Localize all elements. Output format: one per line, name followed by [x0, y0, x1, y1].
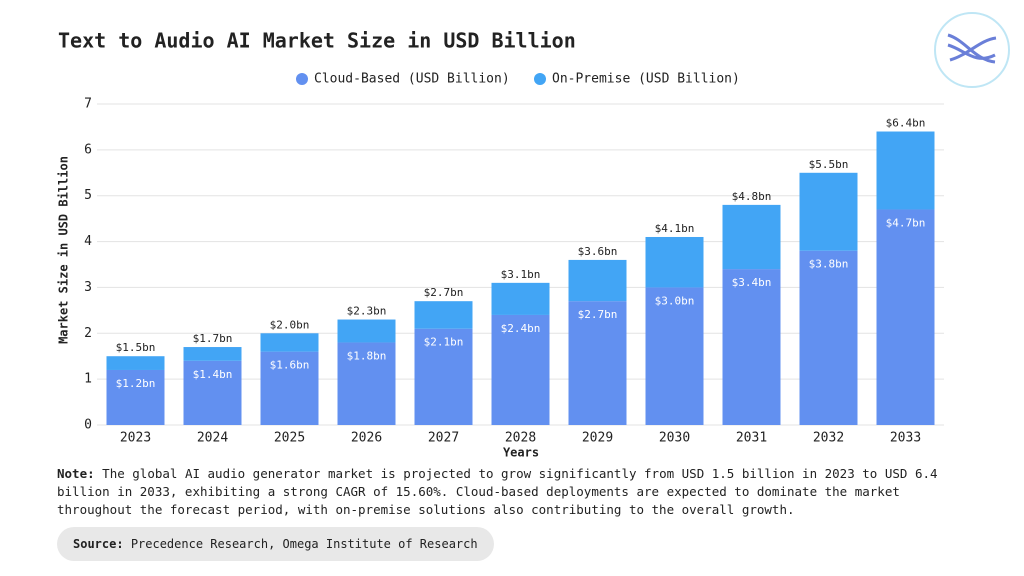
- bar-value-label: $1.2bn: [116, 377, 156, 390]
- bar-segment: [106, 369, 165, 425]
- x-tick-label: 2028: [505, 431, 536, 446]
- bar-value-label: $2.1bn: [424, 336, 464, 349]
- y-tick-label: 0: [84, 418, 92, 433]
- x-tick-label: 2033: [890, 431, 921, 446]
- y-tick-label: 1: [84, 372, 92, 387]
- legend-marker: [296, 73, 308, 85]
- total-label: $6.4bn: [886, 117, 926, 130]
- total-label: $2.0bn: [270, 318, 310, 331]
- bar-value-label: $3.4bn: [732, 276, 772, 289]
- bar-value-label: $3.8bn: [809, 258, 849, 271]
- bar-value-label: $1.6bn: [270, 359, 310, 372]
- bar-segment: [645, 236, 704, 288]
- source: Source: Precedence Research, Omega Insti…: [57, 527, 494, 561]
- legend-label: On-Premise (USD Billion): [552, 72, 740, 87]
- total-label: $4.8bn: [732, 190, 772, 203]
- bar-segment: [337, 319, 396, 343]
- bar-segment: [106, 356, 165, 370]
- x-tick-label: 2026: [351, 431, 382, 446]
- bar-segment: [337, 342, 396, 425]
- y-tick-label: 2: [84, 326, 92, 341]
- bar-segment: [722, 204, 781, 270]
- note-text: The global AI audio generator market is …: [57, 466, 938, 517]
- y-tick-label: 7: [84, 97, 92, 112]
- bar-value-label: $1.8bn: [347, 349, 387, 362]
- x-axis-title: Years: [503, 446, 539, 460]
- total-label: $3.1bn: [501, 268, 541, 281]
- bar-segment: [876, 209, 935, 425]
- logo: [934, 12, 1010, 88]
- bar-segment: [568, 301, 627, 425]
- x-tick-label: 2024: [197, 431, 228, 446]
- bar-segment: [722, 269, 781, 425]
- bar-segment: [568, 259, 627, 302]
- bar-segment: [183, 360, 242, 425]
- bar-segment: [876, 131, 935, 210]
- bar-segment: [645, 287, 704, 425]
- bar-segment: [799, 250, 858, 425]
- chart-title: Text to Audio AI Market Size in USD Bill…: [58, 29, 576, 53]
- bar-value-label: $3.0bn: [655, 294, 695, 307]
- bar-segment: [414, 301, 473, 329]
- total-label: $5.5bn: [809, 158, 849, 171]
- x-tick-label: 2027: [428, 431, 459, 446]
- bar-segment: [414, 328, 473, 425]
- y-axis-title: Market Size in USD Billion: [57, 156, 71, 344]
- total-label: $4.1bn: [655, 222, 695, 235]
- x-tick-label: 2029: [582, 431, 613, 446]
- bar-value-label: $2.4bn: [501, 322, 541, 335]
- bar-segment: [491, 314, 550, 425]
- x-tick-label: 2030: [659, 431, 690, 446]
- bar-segment: [491, 282, 550, 315]
- total-label: $2.3bn: [347, 305, 387, 318]
- x-tick-label: 2025: [274, 431, 305, 446]
- total-label: $1.7bn: [193, 332, 233, 345]
- bar-value-label: $4.7bn: [886, 216, 926, 229]
- legend-marker: [534, 73, 546, 85]
- y-tick-label: 4: [84, 234, 92, 249]
- bar-segment: [260, 351, 319, 425]
- y-tick-label: 3: [84, 280, 92, 295]
- bar-segment: [183, 347, 242, 361]
- bar-segment: [260, 333, 319, 352]
- x-tick-label: 2023: [120, 431, 151, 446]
- bar-value-label: $2.7bn: [578, 308, 618, 321]
- total-label: $3.6bn: [578, 245, 618, 258]
- source-text: Precedence Research, Omega Institute of …: [130, 537, 478, 551]
- total-label: $2.7bn: [424, 286, 464, 299]
- x-tick-label: 2032: [813, 431, 844, 446]
- chart: Text to Audio AI Market Size in USD Bill…: [57, 12, 1010, 460]
- note: Note: The global AI audio generator mark…: [57, 465, 967, 519]
- total-label: $1.5bn: [116, 341, 156, 354]
- y-tick-label: 5: [84, 188, 92, 203]
- bar-value-label: $1.4bn: [193, 368, 233, 381]
- bar-segment: [799, 172, 858, 251]
- y-tick-label: 6: [84, 142, 92, 157]
- legend-label: Cloud-Based (USD Billion): [314, 72, 510, 87]
- note-label: Note:: [57, 466, 95, 481]
- source-label: Source:: [73, 537, 124, 551]
- x-tick-label: 2031: [736, 431, 767, 446]
